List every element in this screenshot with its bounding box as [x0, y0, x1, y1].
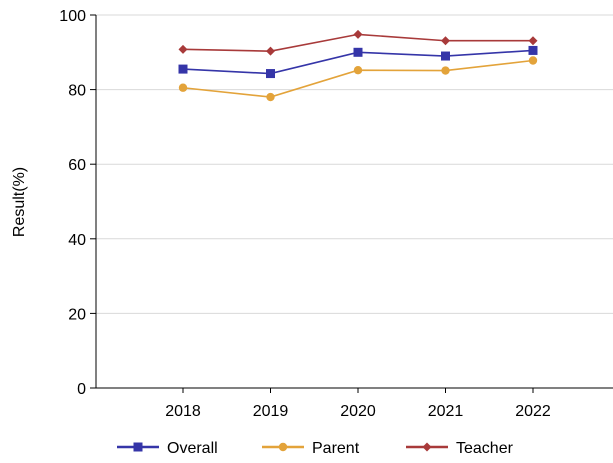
data-point-overall: [353, 47, 363, 57]
series-line-parent: [182, 59, 534, 98]
data-point-parent: [441, 66, 450, 75]
x-tick-label: 2019: [253, 403, 289, 420]
y-tick-label: 20: [68, 306, 86, 323]
x-tick-label: 2020: [340, 403, 376, 420]
y-tick-label: 0: [77, 381, 86, 398]
x-tick-label: 2021: [428, 403, 464, 420]
data-point-teacher: [441, 36, 450, 46]
y-tick-label: 80: [68, 83, 86, 100]
y-axis-label: Result(%): [11, 167, 28, 237]
data-point-parent: [528, 56, 538, 65]
series-overall: [178, 45, 538, 79]
y-tick-label: 100: [59, 8, 86, 25]
x-tick-label: 2018: [165, 403, 201, 420]
legend-item-teacher: Teacher: [406, 440, 514, 457]
legend-marker: [422, 442, 432, 452]
y-tick-label: 40: [68, 232, 86, 249]
y-tick-label: 60: [68, 157, 86, 174]
series-parent: [178, 56, 538, 102]
data-point-teacher: [266, 46, 275, 56]
data-point-teacher: [353, 29, 363, 39]
data-point-overall: [441, 51, 450, 61]
data-point-overall: [528, 45, 538, 55]
legend-marker: [133, 442, 143, 452]
legend-label: Parent: [312, 440, 360, 457]
legend-label: Overall: [167, 440, 218, 457]
legend-item-parent: Parent: [262, 440, 360, 457]
data-point-teacher: [528, 36, 538, 46]
series-teacher: [178, 29, 538, 56]
data-point-parent: [353, 66, 363, 75]
x-tick-label: 2022: [515, 403, 551, 420]
data-point-teacher: [178, 44, 188, 54]
series-group: [178, 29, 538, 102]
legend-label: Teacher: [456, 440, 514, 457]
data-point-parent: [266, 92, 275, 102]
legend-marker: [278, 442, 288, 452]
axes: 0 20 40 60 80 100 2018 2019 2020 2021 2022: [59, 8, 613, 420]
data-point-overall: [266, 69, 275, 79]
legend: Overall Parent Teacher: [117, 440, 514, 457]
data-point-overall: [178, 64, 188, 74]
legend-item-overall: Overall: [117, 440, 218, 457]
data-point-parent: [178, 83, 188, 92]
